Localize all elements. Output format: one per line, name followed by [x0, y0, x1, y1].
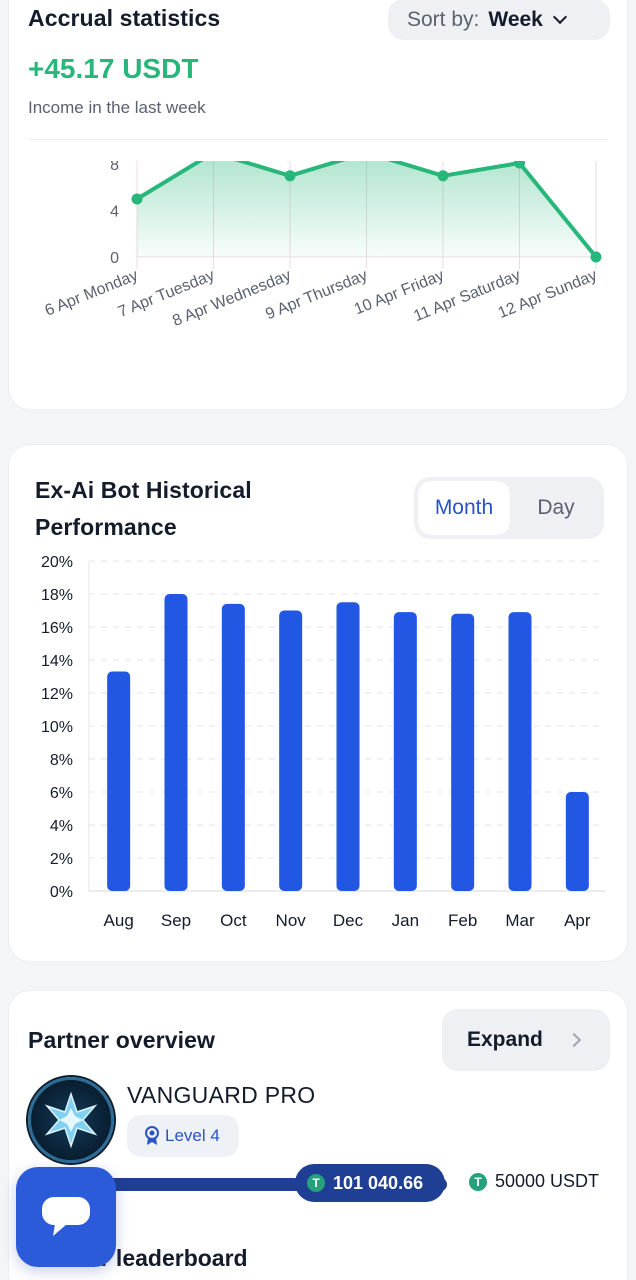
x-tick-label: Sep [161, 911, 191, 930]
data-point [284, 170, 296, 182]
bar [393, 612, 417, 891]
x-tick-label: Aug [104, 911, 134, 930]
bot-performance-card: Ex-Ai Bot Historical Performance Month D… [8, 444, 628, 962]
y-tick-label: 0% [50, 884, 73, 901]
bot-title-line2: Performance [35, 514, 177, 540]
target-volume: T 50000 USDT [469, 1171, 599, 1192]
data-point [590, 251, 602, 263]
accrual-card: Accrual statistics Sort by: Week +45.17 … [8, 0, 628, 410]
chat-button[interactable] [16, 1167, 116, 1267]
bar [565, 792, 589, 891]
y-tick-label: 8 [110, 161, 119, 174]
bar [164, 594, 188, 891]
y-tick-label: 8% [50, 752, 73, 769]
medal-icon [145, 1126, 159, 1145]
chat-bubble-icon [42, 1197, 90, 1236]
bar [107, 671, 131, 891]
target-volume-value: 50000 USDT [495, 1171, 600, 1191]
tether-icon: T [469, 1172, 487, 1191]
y-tick-label: 4% [50, 818, 73, 835]
chevron-right-icon [566, 1032, 581, 1048]
current-volume: 101 040.66 [333, 1172, 424, 1193]
level-label: Level 4 [165, 1126, 220, 1145]
y-tick-label: 18% [41, 587, 73, 604]
y-tick-label: 12% [41, 686, 73, 703]
expand-label: Expand [467, 1028, 543, 1051]
x-tick-label: Mar [505, 911, 535, 930]
data-point [437, 170, 449, 182]
x-tick-label: Feb [448, 911, 477, 930]
x-tick-label: Apr [564, 911, 591, 930]
bar [279, 610, 303, 891]
y-tick-label: 14% [41, 653, 73, 670]
expand-button[interactable]: Expand [442, 1009, 610, 1071]
income-caption: Income in the last week [28, 98, 206, 117]
data-point [514, 161, 525, 169]
bot-title-line1: Ex-Ai Bot Historical [35, 477, 252, 503]
partner-title: Partner overview [28, 1027, 215, 1053]
y-tick-label: 6% [50, 785, 73, 802]
y-tick-label: 20% [41, 554, 73, 571]
bar [451, 613, 475, 891]
bar [508, 612, 532, 891]
divider [28, 139, 608, 140]
data-point [131, 193, 143, 205]
sort-by-dropdown[interactable]: Sort by: Week [388, 0, 610, 40]
sort-by-value: Week [488, 7, 543, 31]
star-emblem-icon [44, 1091, 98, 1149]
period-toggle: Month Day [414, 477, 604, 539]
accrual-title: Accrual statistics [28, 5, 221, 31]
y-tick-label: 10% [41, 719, 73, 736]
x-tick-label: Nov [276, 911, 307, 930]
sort-by-label: Sort by: [407, 7, 480, 31]
toggle-month[interactable]: Month [418, 481, 510, 535]
monthly-performance-chart: 0% 2% 4% 6% 8% 10% 12% 14% 16% 18% 20% Aug Sep Oct Nov… [41, 554, 605, 930]
toggle-day[interactable]: Day [537, 496, 575, 519]
y-tick-label: 4 [110, 204, 119, 221]
bar [221, 603, 245, 891]
income-value: +45.17 USDT [28, 53, 199, 84]
tether-icon: T [307, 1174, 325, 1192]
area-fill [137, 161, 596, 257]
chevron-down-icon [552, 9, 567, 24]
x-tick-label: Jan [392, 911, 419, 930]
current-volume-badge: T 101 040.66 [295, 1164, 445, 1202]
y-tick-label: 0 [110, 250, 119, 267]
y-tick-label: 16% [41, 620, 73, 637]
x-tick-label: Oct [220, 911, 247, 930]
x-tick-label: Dec [333, 911, 364, 930]
partner-avatar [28, 1077, 114, 1163]
y-tick-label: 2% [50, 851, 73, 868]
bar [336, 602, 360, 891]
level-badge: Level 4 [127, 1115, 239, 1157]
partner-rank-name: VANGUARD PRO [127, 1082, 316, 1108]
